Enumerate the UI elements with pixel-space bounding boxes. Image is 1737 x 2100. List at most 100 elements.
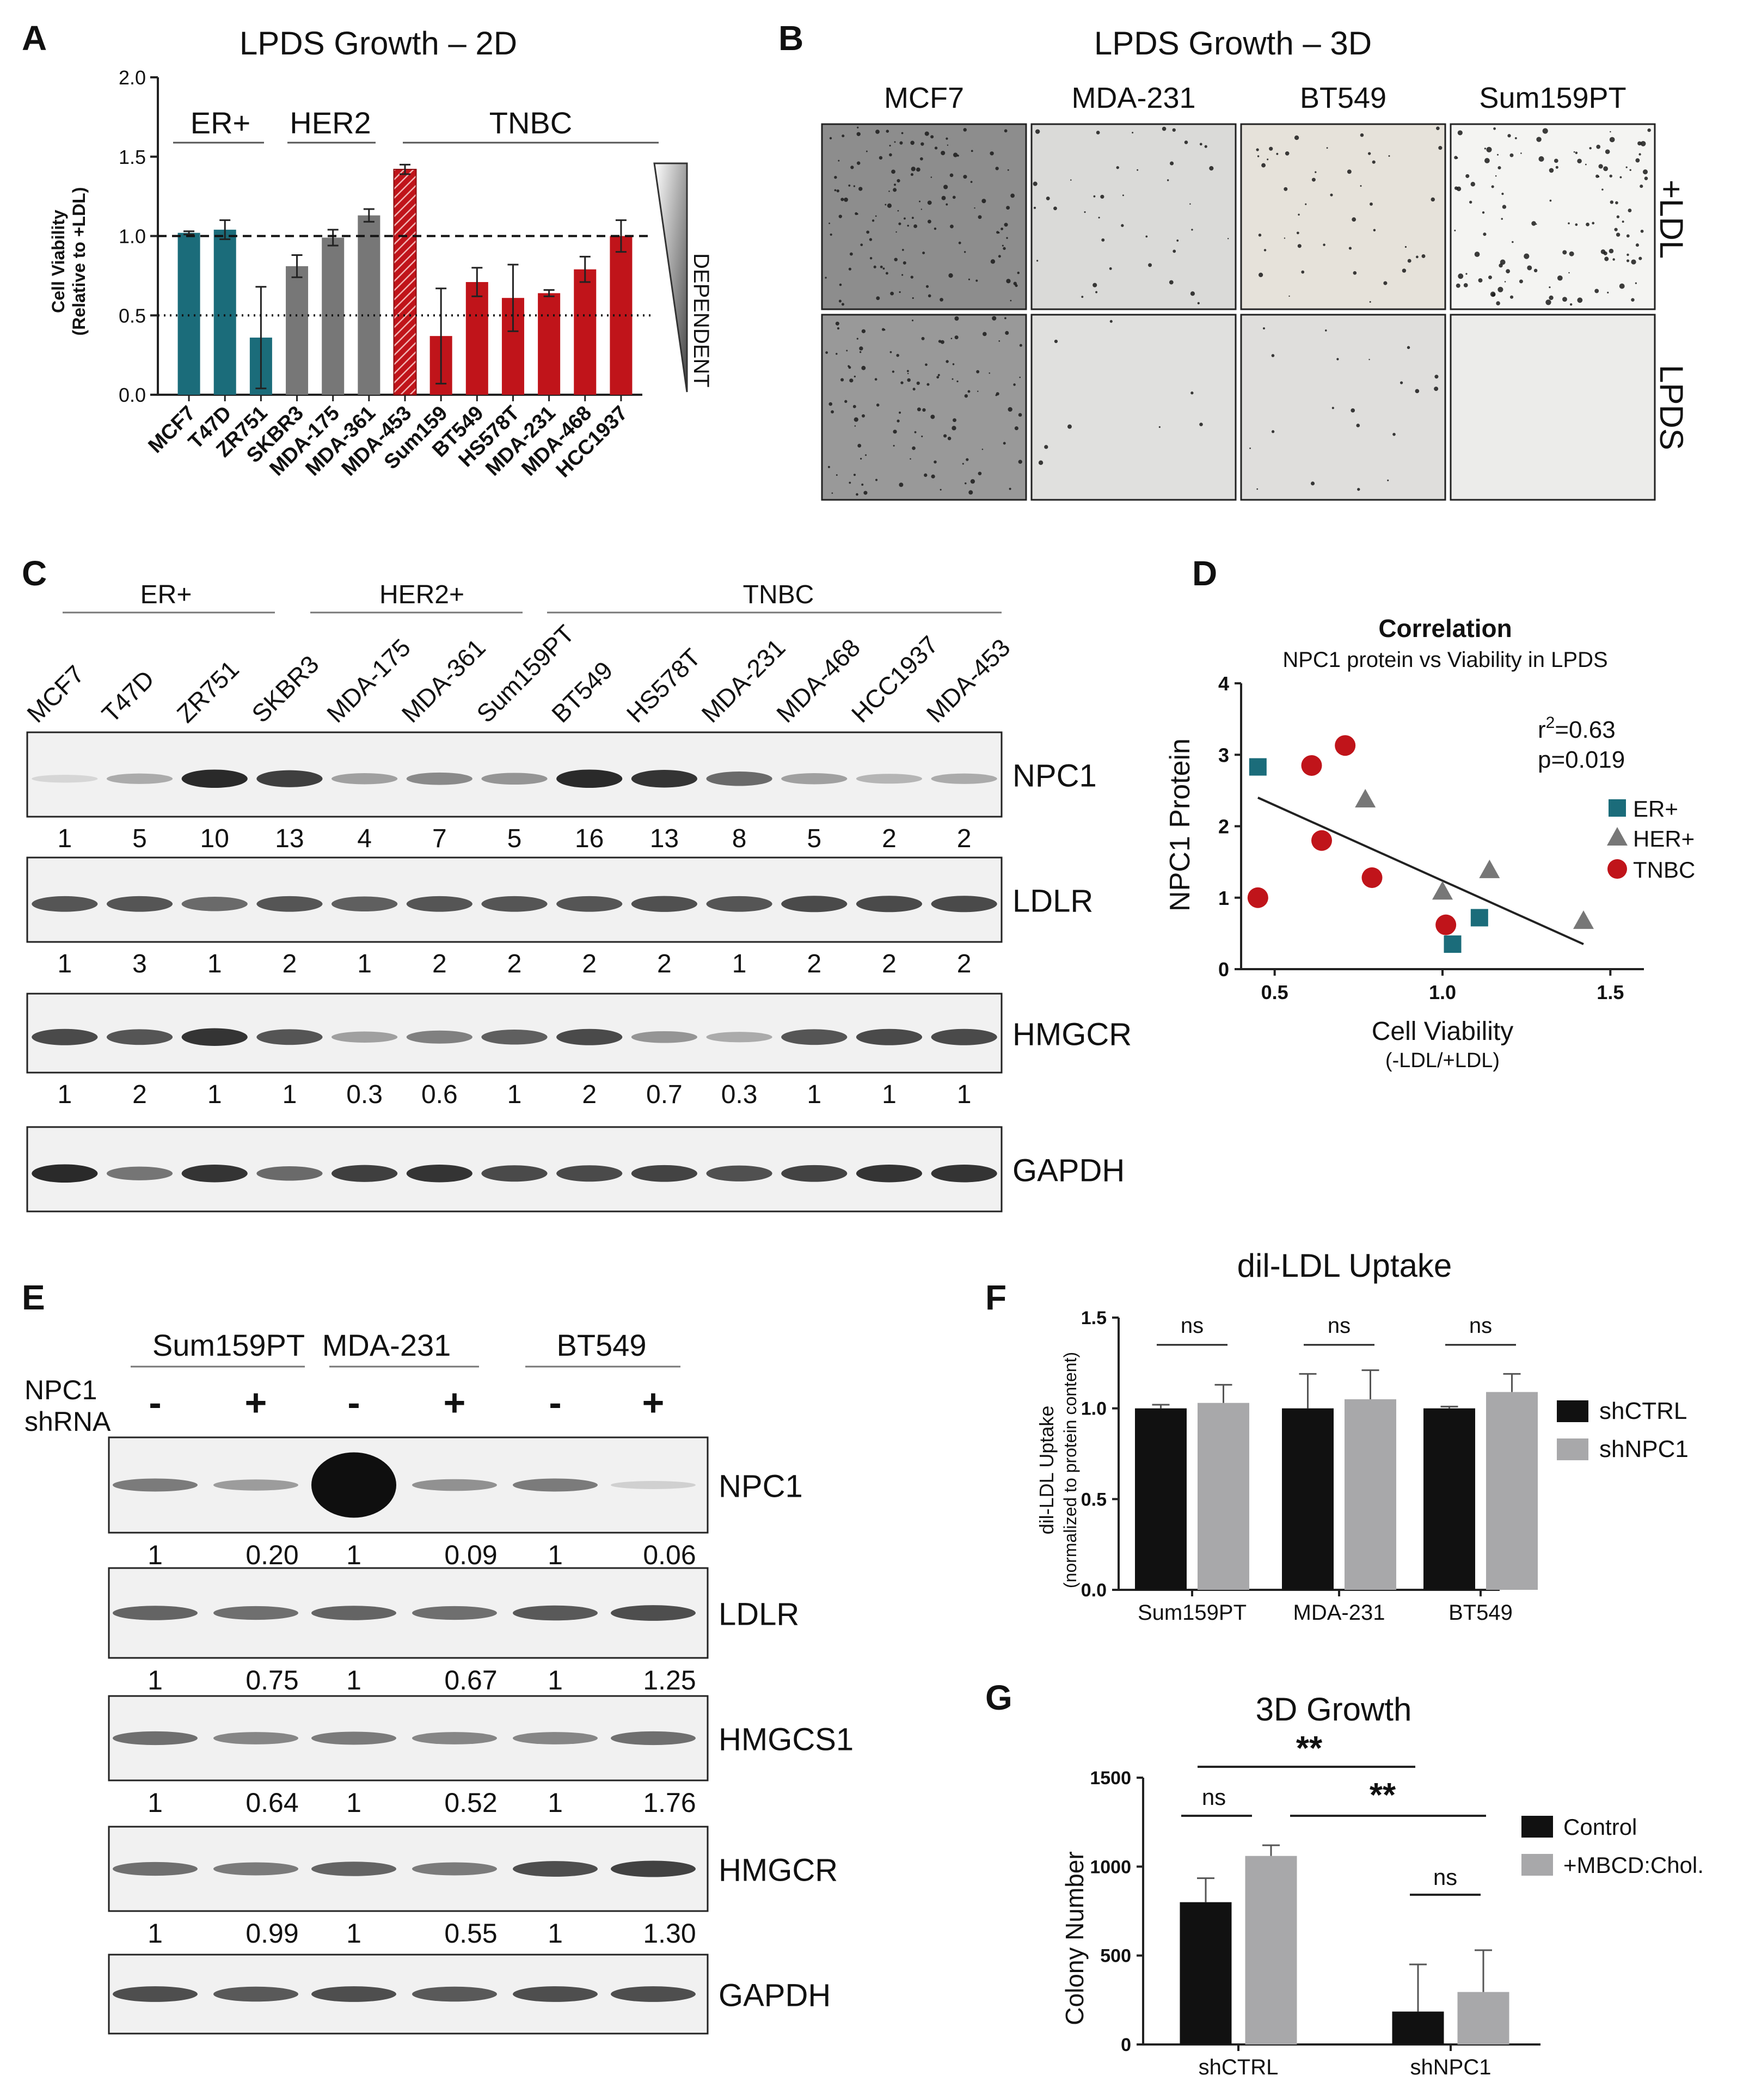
image-frame [1450,123,1656,310]
legend-label: HER+ [1633,826,1695,852]
colony-dot [912,320,914,322]
colony-dot [1305,203,1307,205]
colony-dot [840,378,844,382]
blot-label: LDLR [1012,884,1093,919]
protein-band [412,1732,497,1744]
colony-dot [1509,295,1514,299]
colony-dot [903,261,906,265]
colony-dot [893,188,897,192]
band-quant: 4 [357,824,372,853]
colony-dot [1631,259,1636,265]
colony-dot [1509,153,1514,157]
colony-dot [856,132,861,136]
colony-dot [910,458,911,460]
colony-dot [1542,128,1548,134]
colony-dot [947,436,952,440]
blot-group-label: HER2+ [379,580,464,609]
colony-dot [893,183,897,186]
colony-dot [899,141,903,145]
point-er [1444,935,1462,953]
colony-dot [948,273,953,278]
protein-band [513,1986,598,2002]
colony-dot [1162,126,1167,131]
protein-band [631,1031,697,1043]
colony-dot [1137,169,1139,171]
blot-ldlr: LDLR 1 3 1 2 1 2 2 2 2 1 2 2 2 [26,856,1093,978]
colony-dot [953,152,958,157]
protein-band [256,896,323,912]
protein-band [856,896,923,913]
protein-band [556,1165,623,1182]
blot-group-label: ER+ [140,580,192,609]
colony-dot [1625,166,1628,168]
colony-dot [927,219,931,224]
band-quant: 1 [148,1918,163,1949]
protein-band [513,1732,598,1744]
colony-dot [825,351,828,354]
colony-dot [879,156,883,160]
x-tick-label: shNPC1 [1410,2055,1492,2079]
colony-dot [1004,129,1008,133]
colony-dot [1004,223,1008,227]
band-quant: 1 [732,950,747,978]
colony-dot [1053,206,1057,211]
colony-dot [1360,185,1362,187]
colony-dot [869,238,873,241]
chart-g-plot: 0 500 1000 1500 shCTRL shNPC1 ** ns ** ns Control +… [1090,1730,1704,2079]
legend-swatch-control [1521,1816,1553,1838]
panel-b-letter: B [778,19,803,58]
colony-dot [911,167,916,172]
image-frame [1240,314,1446,501]
significance-label: ns [1328,1314,1351,1338]
colony-dot [831,492,833,494]
colony-dot [844,400,848,403]
blot-e-hmgcs1: HMGCS1 1 0.64 1 0.52 1 1.76 [108,1695,854,1818]
colony-dot [1370,202,1373,206]
protein-band [106,1029,173,1045]
colony-dot [912,388,916,391]
colony-dot [1454,186,1458,190]
colony-dot [836,353,838,355]
colony-dot [893,430,897,434]
blot-e-ldlr: LDLR 1 0.75 1 0.67 1 1.25 [108,1567,799,1695]
colony-dot [871,219,875,222]
colony-dot [952,426,956,431]
band-quant: 2 [882,824,897,853]
colony-dot [925,363,928,366]
colony-dot [1315,171,1317,173]
colony-dot [1603,166,1609,172]
colony-dot [1626,253,1629,256]
colony-dot [946,203,948,206]
colony-dot [1415,389,1420,394]
protein-band [412,1862,497,1876]
protein-band [781,896,848,913]
colony-dot [1067,424,1072,429]
colony-dot [1586,222,1589,226]
colony-dot [1502,205,1507,209]
image-column-label: Sum159PT [1479,82,1626,114]
colony-dot [1434,387,1439,391]
band-quant: 0.67 [444,1665,497,1695]
legend-marker-er [1609,799,1626,817]
colony-dot [860,351,862,353]
x-tick-label: BT549 [1448,1601,1513,1625]
band-quant: 1 [346,1787,361,1818]
protein-band [106,773,173,784]
colony-dot [853,474,856,476]
band-quant: 0.75 [245,1665,298,1695]
band-quant: 13 [650,824,679,853]
colony-dot [1353,271,1357,275]
panel-a-y-label: Cell Viability (Relative to +LDL) [48,187,89,336]
colony-dot [941,195,946,200]
colony-dot [970,181,973,183]
lane-label: T47D [96,665,159,728]
colony-dot [1003,247,1006,250]
colony-dot [1256,488,1259,490]
chart-a-plot: 0.00.51.01.52.0MCF7T47DZR751SKBR3MDA-175… [119,66,653,482]
colony-dot [894,258,898,261]
x-tick-label: 1.5 [1597,981,1624,1003]
colony-dot [854,425,856,427]
bar-shctrl [1282,1408,1334,1590]
colony-dot [854,375,856,378]
